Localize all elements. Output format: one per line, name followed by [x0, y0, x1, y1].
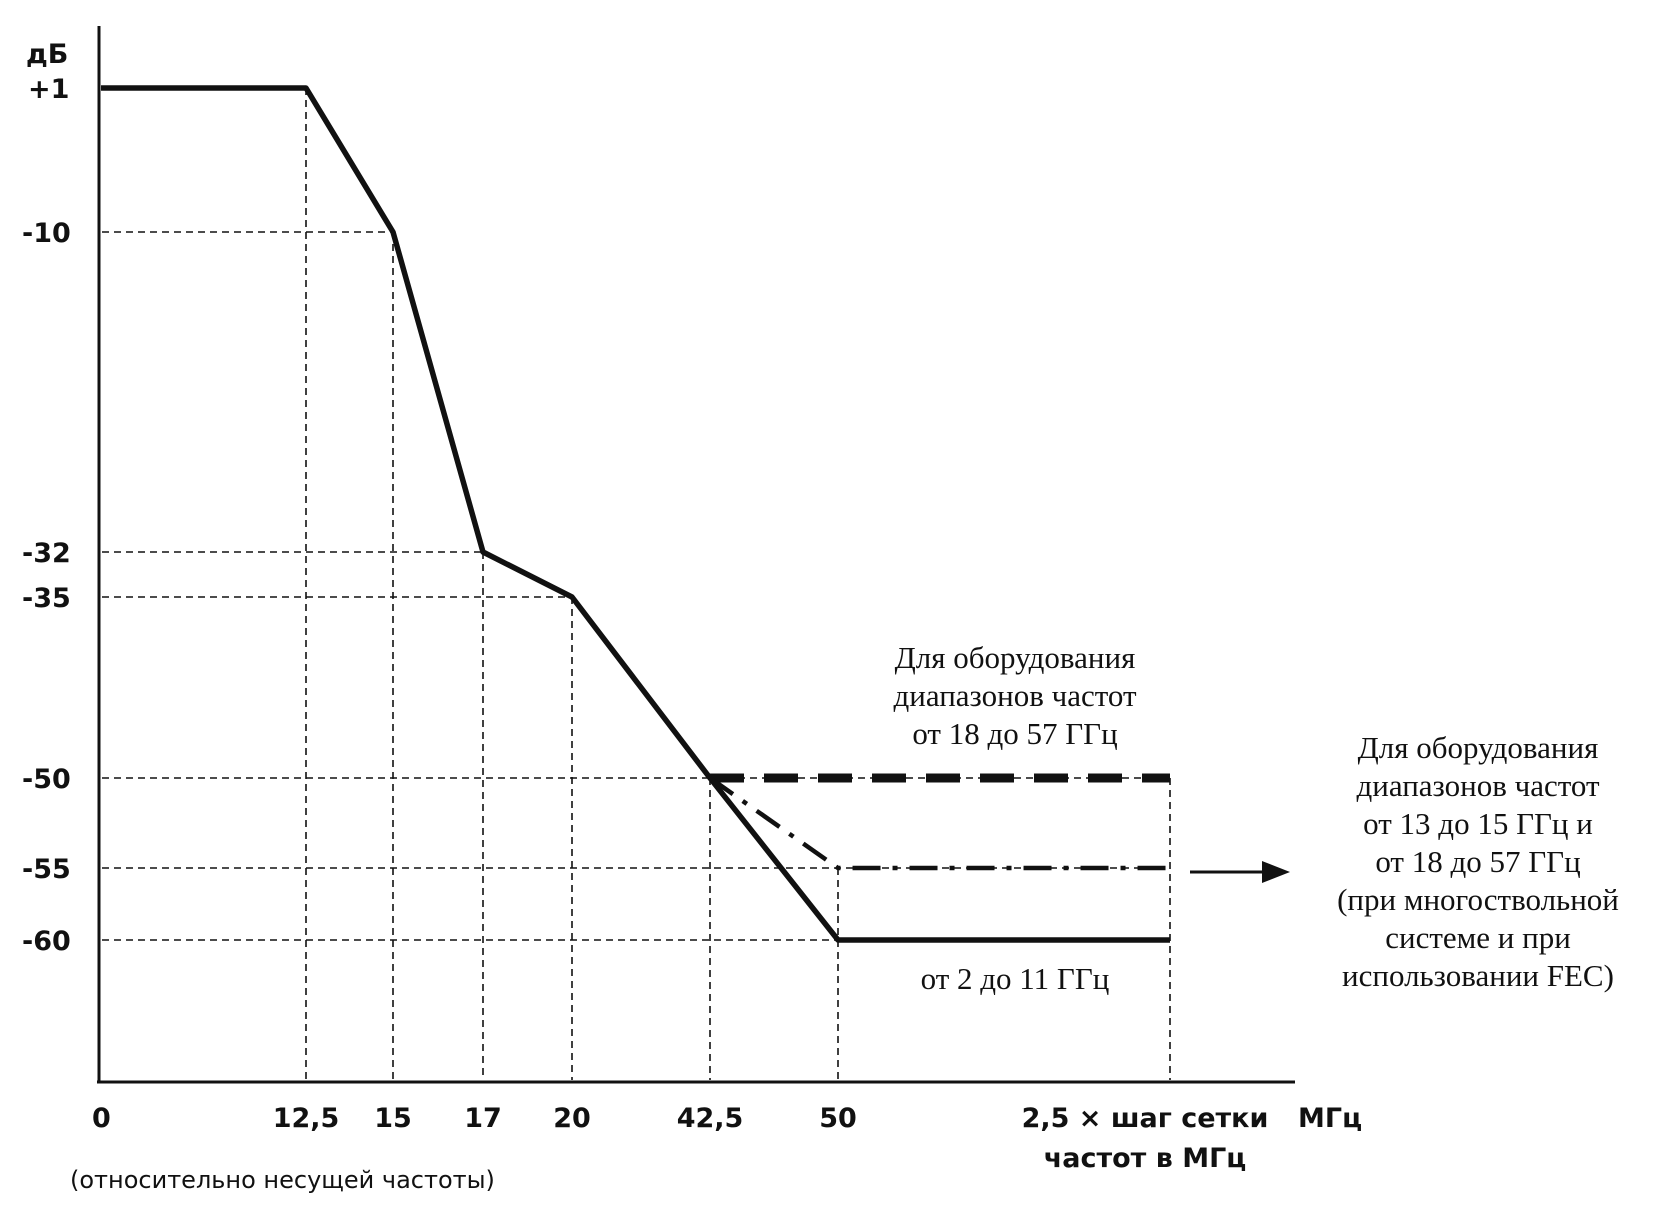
- y-tick-label: -60: [22, 926, 71, 957]
- annotation-right-line: от 13 до 15 ГГц и: [1363, 806, 1593, 841]
- axes: [97, 26, 1295, 1084]
- annotation-right-line: (при многоствольной: [1337, 882, 1619, 917]
- series-line-solid: [101, 85, 1170, 943]
- annotation-right-line: диапазонов частот: [1357, 768, 1600, 803]
- x-axis-label: МГц: [1298, 1103, 1362, 1134]
- annotation-right-line: Для оборудования: [1358, 730, 1599, 765]
- annotation-upper-line: от 18 до 57 ГГц: [912, 716, 1117, 751]
- y-tick-labels: +1 -10 -32 -35 -50 -55 -60: [22, 74, 71, 957]
- x-tick-label: 12,5: [273, 1103, 340, 1134]
- y-tick-label: -32: [22, 538, 71, 569]
- annotation-right-line: системе и при: [1385, 920, 1571, 955]
- x-tick-labels: 0 12,5 15 17 20 42,5 50 2,5 × шаг сетки частот в…: [92, 1103, 1268, 1174]
- annotation-right-line: от 18 до 57 ГГц: [1375, 844, 1580, 879]
- series-group: [101, 85, 1170, 943]
- y-tick-label: -35: [22, 583, 71, 614]
- guide-lines: [102, 88, 1171, 1080]
- annotation-right-line: использовании FEC): [1342, 958, 1614, 993]
- y-tick-label: -50: [22, 764, 71, 795]
- x-tick-label: 15: [374, 1103, 412, 1134]
- annotation-upper-line: диапазонов частот: [894, 678, 1137, 713]
- annotation-upper-line: Для оборудования: [895, 640, 1136, 675]
- arrow-head: [1262, 861, 1290, 883]
- y-tick-label: -55: [22, 854, 71, 885]
- x-axis-note: (относительно несущей частоты): [70, 1166, 495, 1194]
- x-tick-label: 0: [92, 1103, 111, 1134]
- x-tick-label: 42,5: [677, 1103, 744, 1134]
- y-tick-label: +1: [28, 74, 69, 105]
- y-axis-label: дБ: [26, 39, 68, 70]
- x-tick-label: 20: [553, 1103, 591, 1134]
- x-tick-label-line: частот в МГц: [1044, 1143, 1247, 1174]
- x-tick-label: 17: [464, 1103, 502, 1134]
- series-line-dash-dot: [708, 776, 1170, 871]
- right-arrow: [1190, 861, 1290, 883]
- y-tick-label: -10: [22, 218, 71, 249]
- x-tick-label-line: 2,5 × шаг сетки: [1022, 1103, 1269, 1134]
- annotation-lower-line: от 2 до 11 ГГц: [921, 961, 1110, 996]
- x-tick-label: 50: [819, 1103, 857, 1134]
